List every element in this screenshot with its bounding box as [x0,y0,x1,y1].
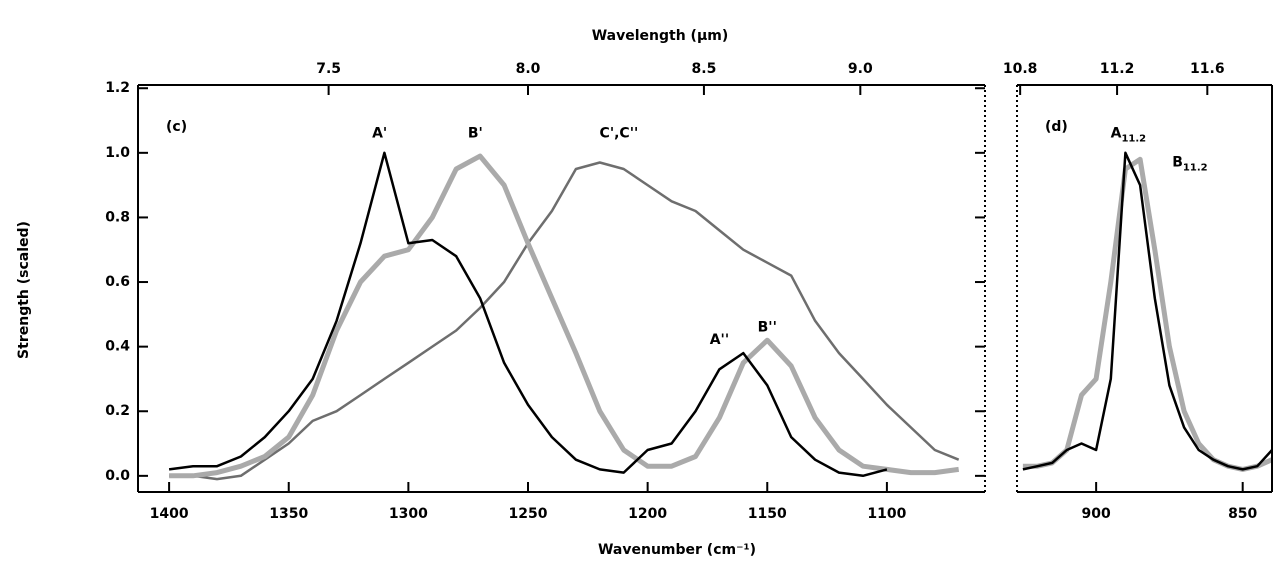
x2-tick-label: 9.0 [848,61,873,77]
x2-tick-label: 7.5 [316,61,341,77]
annotation-text: B'' [758,319,777,335]
y-tick-label: 0.2 [105,403,130,419]
data-line [1022,151,1272,471]
annotation-text: B [1172,155,1183,171]
panel-label: (c) [166,119,187,135]
x-tick-label: 1200 [628,506,667,522]
x-tick-label: 1300 [389,506,428,522]
x-tick-label: 1100 [867,506,906,522]
x2-axis-label: Wavelength (μm) [592,28,729,44]
x-tick-label: 900 [1082,506,1111,522]
y-tick-label: 1.2 [105,80,130,96]
annotation-subscript: 11.2 [1121,133,1146,144]
x2-tick-label: 10.8 [1003,61,1038,77]
annotation-subscript: 11.2 [1183,163,1208,174]
data-line [1022,156,1272,472]
panel-label: (d) [1045,119,1068,135]
x-axis-label: Wavenumber (cm⁻¹) [598,542,756,558]
data-line [169,161,960,481]
annotation: A11.2 [1111,125,1147,144]
annotation: B11.2 [1172,155,1207,174]
y-tick-label: 1.0 [105,145,130,161]
x-tick-label: 1400 [150,506,189,522]
annotation: B'' [758,319,777,335]
x2-tick-label: 11.6 [1190,61,1225,77]
y-tick-label: 0.8 [105,209,130,225]
x2-tick-label: 11.2 [1100,61,1135,77]
annotation: A' [372,125,387,141]
x-tick-label: 1350 [269,506,308,522]
annotation: A'' [710,332,729,348]
x-tick-label: 1150 [748,506,787,522]
annotation: C',C'' [600,125,639,141]
y-axis-label: Strength (scaled) [16,221,32,359]
y-tick-label: 0.0 [105,468,130,484]
x2-tick-label: 8.0 [516,61,541,77]
x2-tick-label: 8.5 [692,61,717,77]
annotation-text: A'' [710,332,729,348]
data-line [168,151,888,478]
annotation: B' [468,125,483,141]
y-tick-label: 0.4 [105,339,130,355]
annotation-text: A' [372,125,387,141]
x-tick-label: 850 [1228,506,1257,522]
data-line [169,153,960,479]
y-tick-label: 0.6 [105,274,130,290]
x-tick-label: 1250 [509,506,548,522]
annotation-text: C',C'' [600,125,639,141]
annotation-text: A [1111,125,1122,141]
annotation-text: B' [468,125,483,141]
